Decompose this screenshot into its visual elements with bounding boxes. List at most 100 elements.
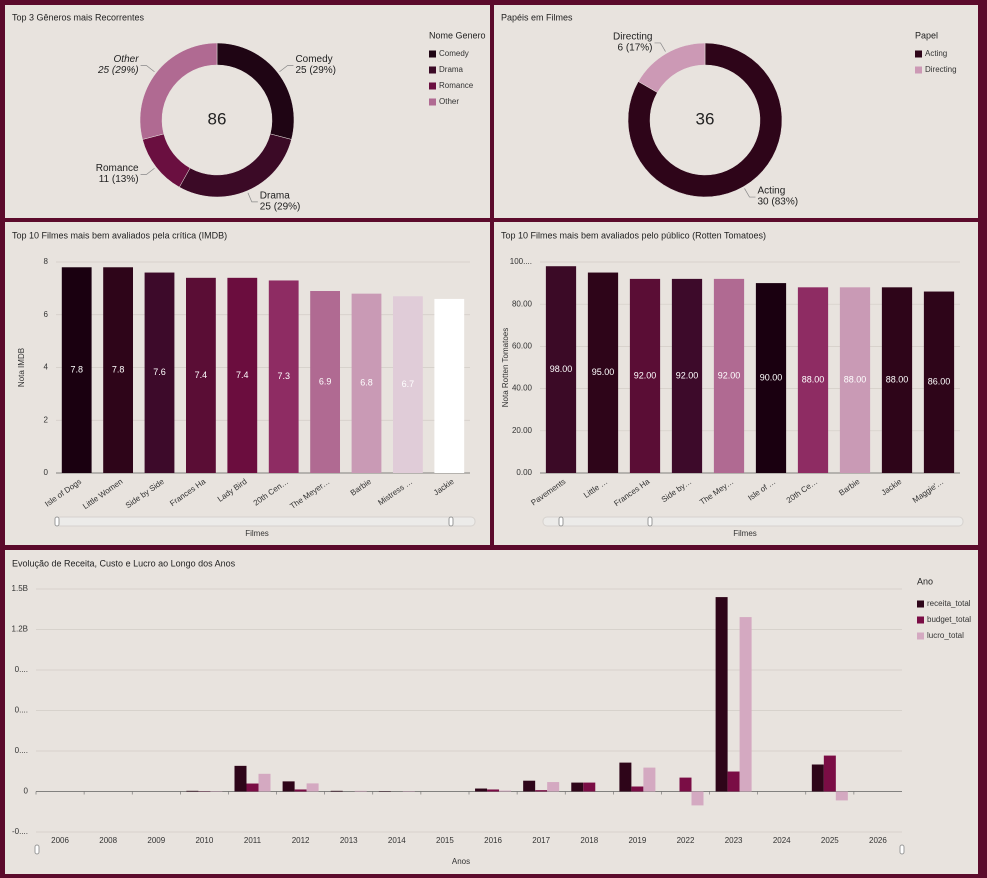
x-tick-label: 2008 <box>99 836 117 845</box>
value-label: 92.00 <box>676 370 699 380</box>
slice-label: Romance <box>96 163 139 174</box>
bar <box>643 767 656 792</box>
bar <box>629 278 661 473</box>
bar <box>811 764 824 792</box>
bar <box>499 790 512 792</box>
legend-label: Directing <box>925 65 957 74</box>
legend-swatch <box>915 66 922 74</box>
slice-label: Acting <box>758 186 786 197</box>
scrollbar[interactable] <box>55 516 476 527</box>
chart-title: Papéis em Filmes <box>501 12 573 22</box>
bar <box>583 782 596 792</box>
legend-swatch <box>429 50 436 58</box>
bar <box>282 781 295 792</box>
bar <box>715 597 728 792</box>
bar <box>881 287 913 473</box>
legend-swatch <box>429 98 436 106</box>
value-label: 92.00 <box>634 370 657 380</box>
scroll-handle[interactable] <box>558 516 564 527</box>
slice-label: Directing <box>613 32 652 43</box>
y-tick-label: 1.5B <box>12 584 28 593</box>
y-tick-label: 20.00 <box>512 426 533 435</box>
y-tick-label: 0.00 <box>516 468 532 477</box>
bar <box>144 272 175 473</box>
bar <box>823 755 836 792</box>
value-label: 7.4 <box>236 370 249 380</box>
bar <box>310 291 341 473</box>
bar <box>679 777 692 792</box>
x-tick-label: 2014 <box>388 836 406 845</box>
value-label: 90.00 <box>760 372 783 382</box>
y-tick-label: 0 <box>44 468 49 477</box>
leader-line <box>140 168 155 175</box>
bar <box>330 790 343 792</box>
bar <box>103 267 134 473</box>
bar <box>923 291 955 473</box>
bar <box>523 780 536 792</box>
legend-label: lucro_total <box>927 631 964 640</box>
x-tick-label: 2022 <box>677 836 695 845</box>
scroll-handle[interactable] <box>647 516 653 527</box>
bar <box>671 278 703 473</box>
chart-title: Top 10 Filmes mais bem avaliados pelo pú… <box>501 230 766 240</box>
bar <box>61 267 92 473</box>
y-tick-label: 40.00 <box>512 384 533 393</box>
bar <box>839 287 871 473</box>
bar <box>713 278 745 473</box>
scrollbar[interactable] <box>542 516 964 527</box>
chart-title: Evolução de Receita, Custo e Lucro ao Lo… <box>12 558 236 568</box>
y-tick-label: -0.... <box>12 827 28 836</box>
x-tick-label: 2025 <box>821 836 839 845</box>
slice-value-label: 11 (13%) <box>99 174 139 185</box>
legend-label: Acting <box>925 49 947 58</box>
x-tick-label: 2018 <box>580 836 598 845</box>
value-label: 86.00 <box>928 377 951 387</box>
bar <box>354 790 367 792</box>
leader-line <box>140 65 155 72</box>
y-tick-label: 80.00 <box>512 299 533 308</box>
bar <box>547 782 560 792</box>
bar <box>619 762 632 792</box>
legend-title: Papel <box>915 30 938 40</box>
x-tick-label: 2026 <box>869 836 887 845</box>
bar <box>487 789 500 792</box>
donut-segment <box>637 42 706 93</box>
slice-value-label: 25 (29%) <box>97 65 139 76</box>
y-axis-title: Nota Rotten Tomatoes <box>501 328 510 407</box>
legend-swatch <box>917 600 924 608</box>
y-tick-label: 0 <box>24 787 29 796</box>
bar <box>535 790 548 792</box>
bar <box>392 296 423 473</box>
y-tick-label: 60.00 <box>512 342 533 351</box>
x-tick-label: 2009 <box>147 836 165 845</box>
bar <box>755 283 787 473</box>
value-label: 7.6 <box>153 367 166 377</box>
bar <box>351 293 382 473</box>
scroll-handle[interactable] <box>448 516 454 527</box>
x-tick-label: 2023 <box>725 836 743 845</box>
bar <box>587 272 619 473</box>
slice-label: Comedy <box>295 54 332 65</box>
bar <box>571 782 584 792</box>
legend-swatch <box>429 66 436 74</box>
bar <box>727 771 740 792</box>
scroll-handle[interactable] <box>34 844 40 855</box>
scroll-handle[interactable] <box>899 844 905 855</box>
bar <box>631 786 644 792</box>
value-label: 7.8 <box>70 365 83 375</box>
bar <box>185 277 216 473</box>
center-label: 36 <box>696 109 715 128</box>
slice-value-label: 25 (29%) <box>260 202 301 213</box>
x-axis-title: Filmes <box>245 529 269 538</box>
legend-title: Nome Genero <box>429 30 486 40</box>
y-tick-label: 6 <box>44 310 49 319</box>
slice-label: Drama <box>260 191 290 202</box>
bar <box>234 765 247 792</box>
bar <box>835 791 848 801</box>
scroll-handle[interactable] <box>54 516 60 527</box>
y-tick-label: 1.2B <box>12 625 28 634</box>
legend-title: Ano <box>917 576 933 586</box>
y-tick-label: 0.... <box>15 706 28 715</box>
value-label: 7.8 <box>112 365 125 375</box>
